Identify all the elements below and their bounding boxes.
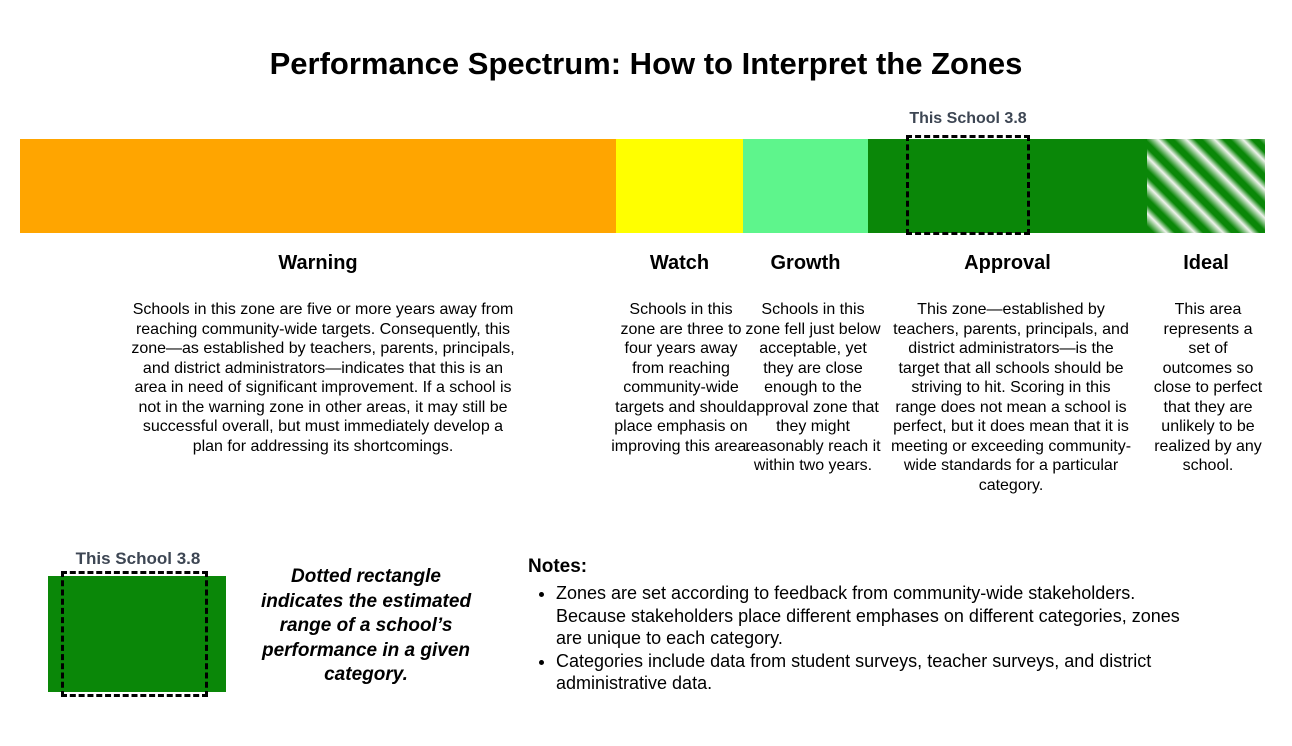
notes-section: Notes: Zones are set according to feedba… — [528, 556, 1218, 695]
zone-label-watch: Watch — [649, 252, 710, 274]
zone-description-growth: Schools in this zone fell just below acc… — [745, 301, 881, 474]
zone-description-ideal: This area represents a set of outcomes s… — [1153, 301, 1263, 474]
zone-bar — [20, 139, 1265, 233]
legend-approval-swatch — [48, 576, 226, 692]
notes-item: Zones are set according to feedback from… — [556, 582, 1188, 650]
school-marker-label-top: This School 3.8 — [909, 110, 1027, 127]
zone-segment-ideal — [1147, 139, 1265, 233]
zone-label-ideal: Ideal — [1183, 252, 1229, 274]
notes-heading: Notes: — [528, 556, 588, 577]
legend-dotted-rect — [61, 571, 208, 697]
notes-item: Categories include data from student sur… — [556, 650, 1188, 695]
notes-list: Zones are set according to feedback from… — [528, 582, 1188, 695]
zone-label-growth: Growth — [770, 252, 841, 274]
page-title: Performance Spectrum: How to Interpret t… — [269, 46, 1023, 81]
zone-label-approval: Approval — [964, 252, 1051, 274]
zone-description-approval: This zone—established by teachers, paren… — [890, 301, 1132, 494]
zone-label-warning: Warning — [278, 252, 358, 274]
zone-segment-growth — [743, 139, 868, 233]
zone-description-watch: Schools in this zone are three to four y… — [611, 301, 751, 455]
legend-school-marker-label: This School 3.8 — [75, 549, 201, 568]
school-marker-dotted-rect — [906, 135, 1030, 235]
legend-caption: Dotted rectangle indicates the estimated… — [260, 566, 472, 685]
zone-description-warning: Schools in this zone are five or more ye… — [131, 301, 515, 455]
zone-segment-warning — [20, 139, 616, 233]
zone-segment-watch — [616, 139, 743, 233]
zone-segment-approval — [868, 139, 1147, 233]
